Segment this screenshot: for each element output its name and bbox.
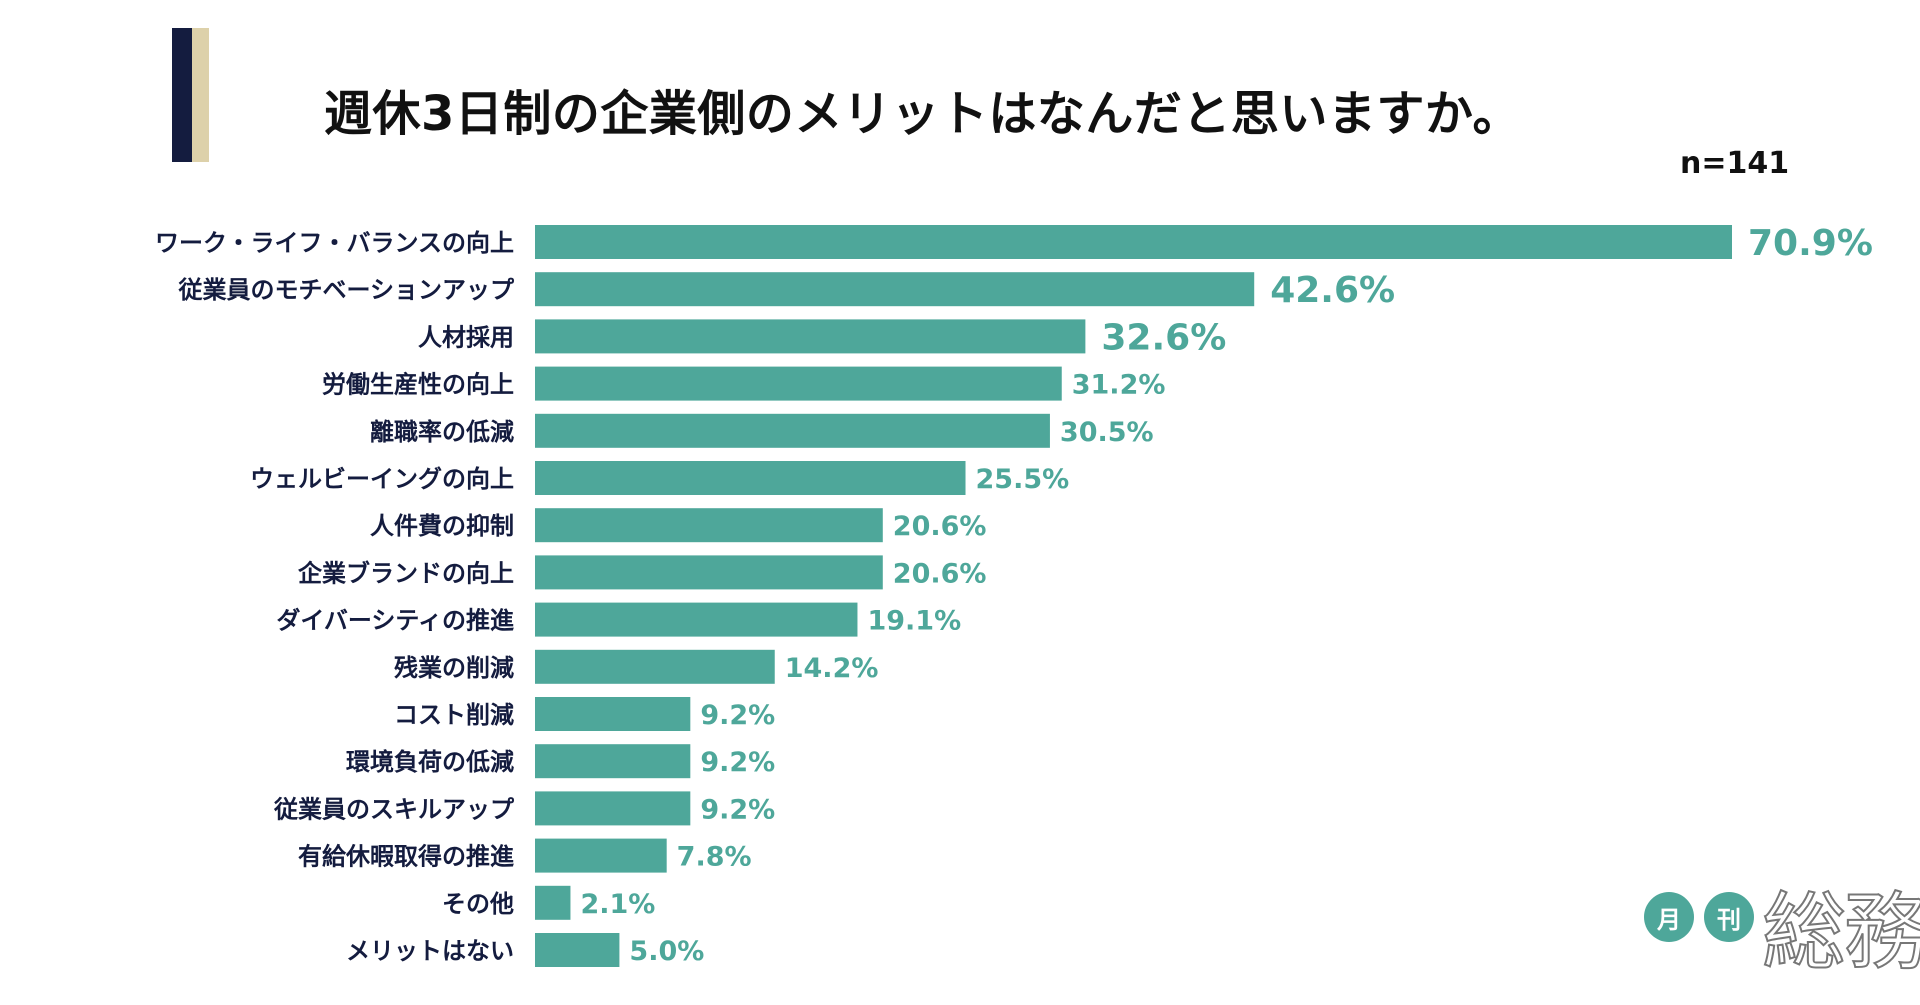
value-label-1: 42.6%	[1270, 270, 1395, 311]
bar-15	[535, 933, 620, 967]
bar-6	[535, 508, 883, 543]
bar-4	[535, 413, 1050, 448]
bar-9	[535, 649, 775, 684]
logo-soumu: 総務	[1761, 882, 1920, 982]
value-label-5: 25.5%	[976, 464, 1070, 495]
logo-circle-kan: 刊	[1704, 892, 1754, 942]
value-label-7: 20.6%	[893, 558, 987, 589]
bar-14	[535, 885, 571, 920]
value-label-3: 31.2%	[1072, 370, 1166, 401]
sample-size: n=141	[1680, 146, 1790, 181]
category-label-3: 労働生産性の向上	[322, 371, 514, 399]
bar-1	[535, 272, 1255, 307]
value-label-12: 9.2%	[700, 794, 775, 825]
gekkan-soumu-logo: 月 刊 総務	[1644, 882, 1920, 992]
category-label-11: 環境負荷の低減	[346, 748, 514, 776]
chart-title: 週休3日制の企業側のメリットはなんだと思いますか。	[324, 86, 1521, 142]
category-label-15: メリットはない	[346, 937, 514, 965]
logo-circle-tsuki: 月	[1644, 892, 1694, 942]
category-label-0: ワーク・ライフ・バランスの向上	[155, 229, 514, 257]
value-label-11: 9.2%	[700, 747, 775, 778]
category-label-14: その他	[442, 890, 514, 918]
value-label-6: 20.6%	[893, 511, 987, 542]
bar-12	[535, 791, 691, 826]
bar-13	[535, 838, 667, 873]
value-label-15: 5.0%	[629, 936, 704, 967]
value-label-14: 2.1%	[580, 889, 655, 920]
category-label-9: 残業の削減	[394, 654, 514, 682]
category-label-6: 人件費の抑制	[370, 512, 514, 540]
value-label-0: 70.9%	[1748, 223, 1873, 264]
category-label-12: 従業員のスキルアップ	[273, 795, 515, 823]
title-accent-navy	[172, 28, 192, 162]
bar-10	[535, 697, 691, 731]
value-label-9: 14.2%	[785, 653, 879, 684]
value-label-8: 19.1%	[867, 606, 961, 637]
bar-8	[535, 602, 858, 637]
category-label-7: 企業ブランドの向上	[298, 559, 514, 587]
category-label-8: ダイバーシティの推進	[276, 607, 514, 635]
bar-11	[535, 744, 691, 779]
value-label-10: 9.2%	[700, 700, 775, 731]
value-label-4: 30.5%	[1060, 417, 1154, 448]
title-accent-beige	[192, 28, 209, 162]
category-label-1: 従業員のモチベーションアップ	[177, 276, 515, 304]
bar-0	[535, 225, 1732, 259]
value-label-2: 32.6%	[1101, 317, 1226, 358]
bar-3	[535, 366, 1062, 401]
bar-2	[535, 319, 1086, 354]
bar-5	[535, 461, 966, 495]
bar-7	[535, 555, 883, 590]
category-label-4: 離職率の低減	[370, 418, 514, 446]
category-label-2: 人材採用	[418, 323, 514, 351]
value-label-13: 7.8%	[677, 842, 752, 873]
category-label-13: 有給休暇取得の推進	[298, 843, 514, 871]
category-label-5: ウェルビーイングの向上	[250, 465, 514, 493]
category-label-10: コスト削減	[394, 701, 514, 729]
